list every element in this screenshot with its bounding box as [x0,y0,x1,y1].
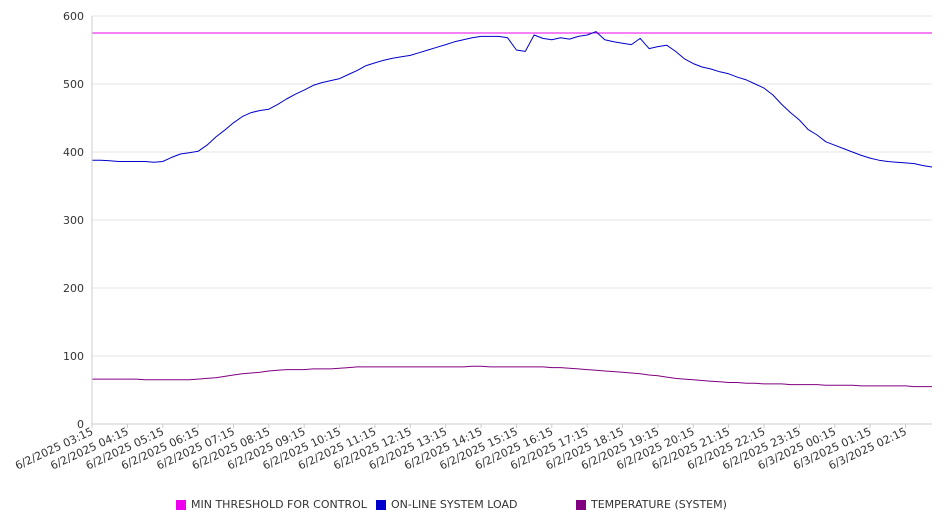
legend-swatch-threshold [176,499,186,510]
legend-swatch-temperature [576,499,586,510]
y-axis-ticks: 0 100 200 300 400 500 600 [63,10,84,431]
y-tick-label: 100 [63,350,84,363]
y-tick-label: 400 [63,146,84,159]
legend-swatch-system-load [376,499,386,510]
gridlines [92,15,932,357]
legend: MIN THRESHOLD FOR CONTROL ON-LINE SYSTEM… [0,498,946,514]
y-tick-label: 200 [63,282,84,295]
series-line-on-line-system-load [92,31,933,168]
y-tick-label: 300 [63,214,84,227]
series-line-temperature-system [92,365,932,388]
legend-item-threshold[interactable]: MIN THRESHOLD FOR CONTROL [176,498,367,511]
y-tick-label: 600 [63,10,84,23]
series-lines [92,31,933,388]
legend-label-temperature: TEMPERATURE (SYSTEM) [591,498,727,511]
legend-label-system-load: ON-LINE SYSTEM LOAD [391,498,518,511]
legend-item-temperature[interactable]: TEMPERATURE (SYSTEM) [576,498,727,511]
x-axis-ticks: 6/2/2025 03:156/2/2025 04:156/2/2025 05:… [13,424,909,472]
legend-label-threshold: MIN THRESHOLD FOR CONTROL [191,498,367,511]
y-tick-label: 500 [63,78,84,91]
y-tick-label: 0 [77,418,84,431]
legend-item-system-load[interactable]: ON-LINE SYSTEM LOAD [376,498,517,511]
